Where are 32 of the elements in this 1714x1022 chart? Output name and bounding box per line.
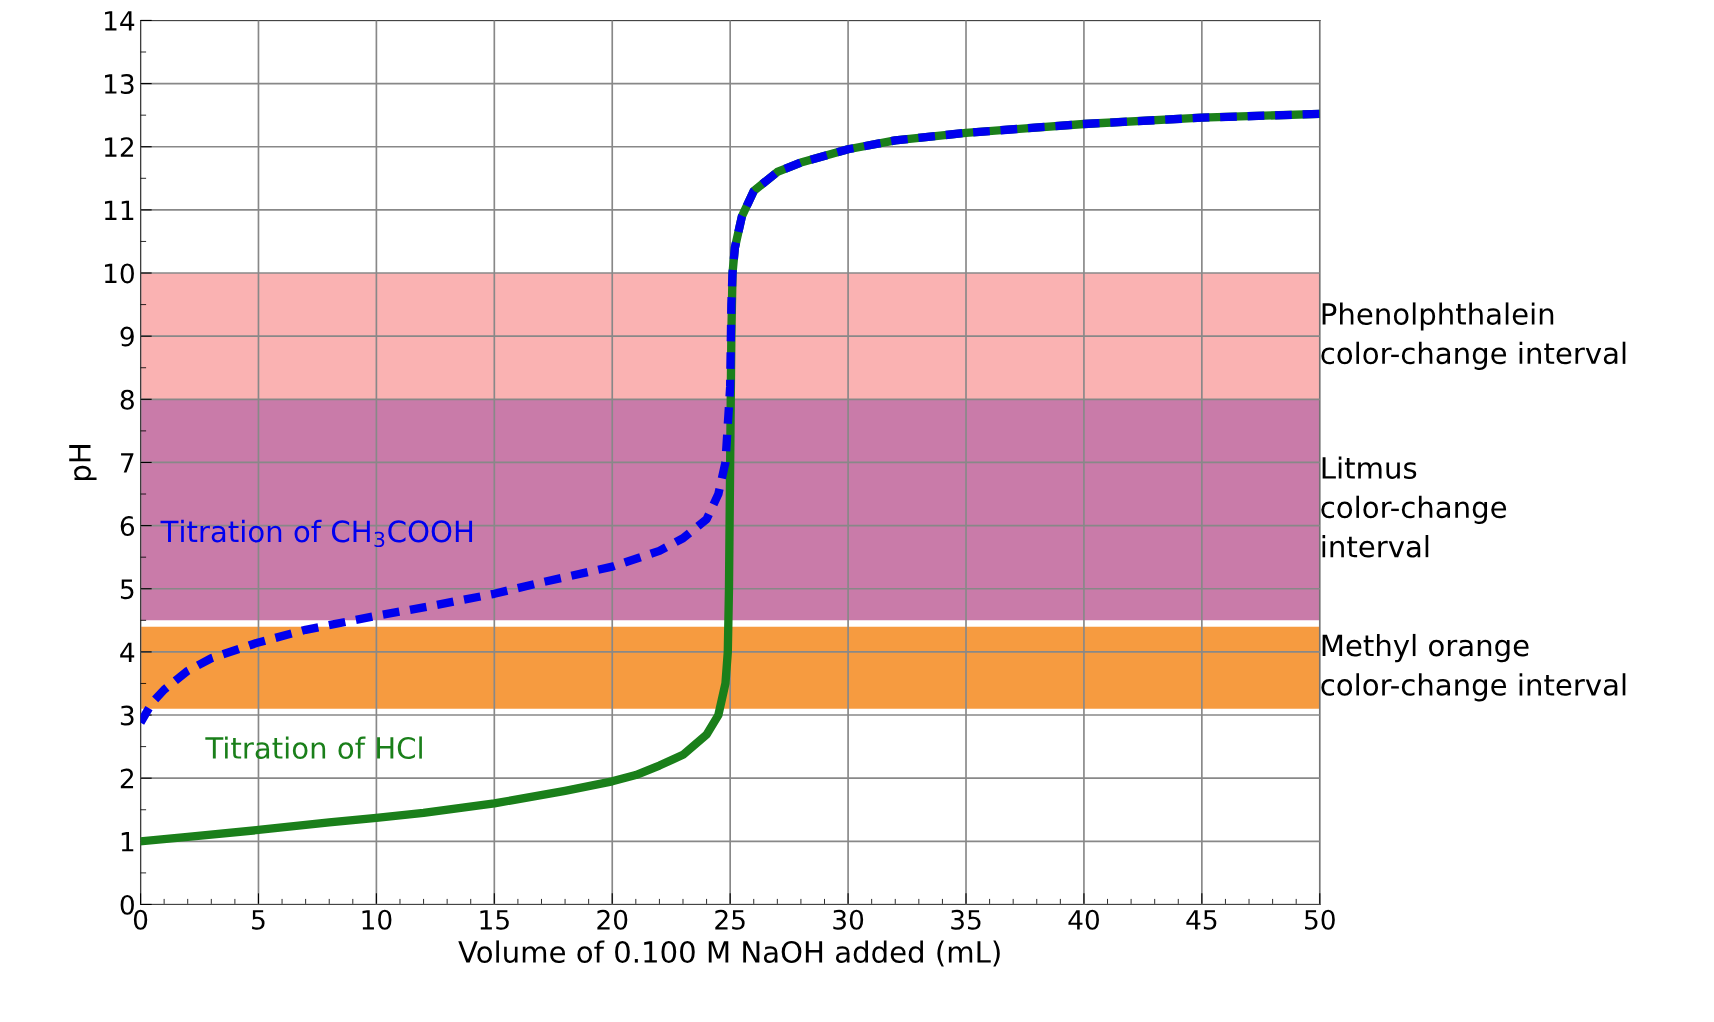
y-tick-label: 13 — [105, 74, 134, 94]
x-tick-label: 35 — [951, 909, 981, 930]
y-tick-label: 7 — [121, 453, 134, 473]
x-tick-label: 30 — [833, 909, 864, 930]
band-label: Methyl orange color-change interval — [1321, 633, 1626, 702]
x-tick-label: 50 — [1305, 909, 1335, 930]
y-tick-label: 6 — [120, 516, 135, 536]
y-tick-label: 0 — [120, 894, 134, 915]
x-tick-label: 20 — [597, 909, 628, 930]
y-tick-label: 12 — [105, 137, 134, 157]
y-tick-label: 2 — [120, 768, 134, 789]
y-tick-label: 9 — [120, 326, 134, 347]
y-tick-label: 11 — [105, 200, 134, 220]
y-tick-label: 1 — [121, 832, 134, 852]
x-tick-label: 10 — [362, 909, 392, 930]
x-tick-label: 45 — [1186, 910, 1217, 930]
x-tick-label: 15 — [480, 910, 509, 930]
y-tick-label: 5 — [120, 579, 134, 600]
x-axis-title: Volume of 0.100 M NaOH added (mL) — [458, 940, 1000, 967]
series-label: Titration of HCl — [205, 736, 422, 760]
y-tick-label: 10 — [105, 263, 134, 284]
y-tick-label: 14 — [105, 11, 135, 31]
series-label: Titration of CH$_{3}$COOH — [160, 519, 473, 548]
x-tick-label: 5 — [252, 910, 265, 930]
y-tick-label: 4 — [120, 642, 135, 662]
band-label: Phenolphthalein color-change interval — [1321, 302, 1626, 370]
y-axis-title: pH — [69, 445, 97, 481]
x-tick-label: 25 — [715, 909, 745, 930]
y-tick-label: 8 — [120, 389, 134, 410]
band-label: Litmus color-change interval — [1321, 456, 1507, 558]
x-tick-label: 40 — [1068, 909, 1099, 930]
y-tick-label: 3 — [120, 705, 134, 726]
